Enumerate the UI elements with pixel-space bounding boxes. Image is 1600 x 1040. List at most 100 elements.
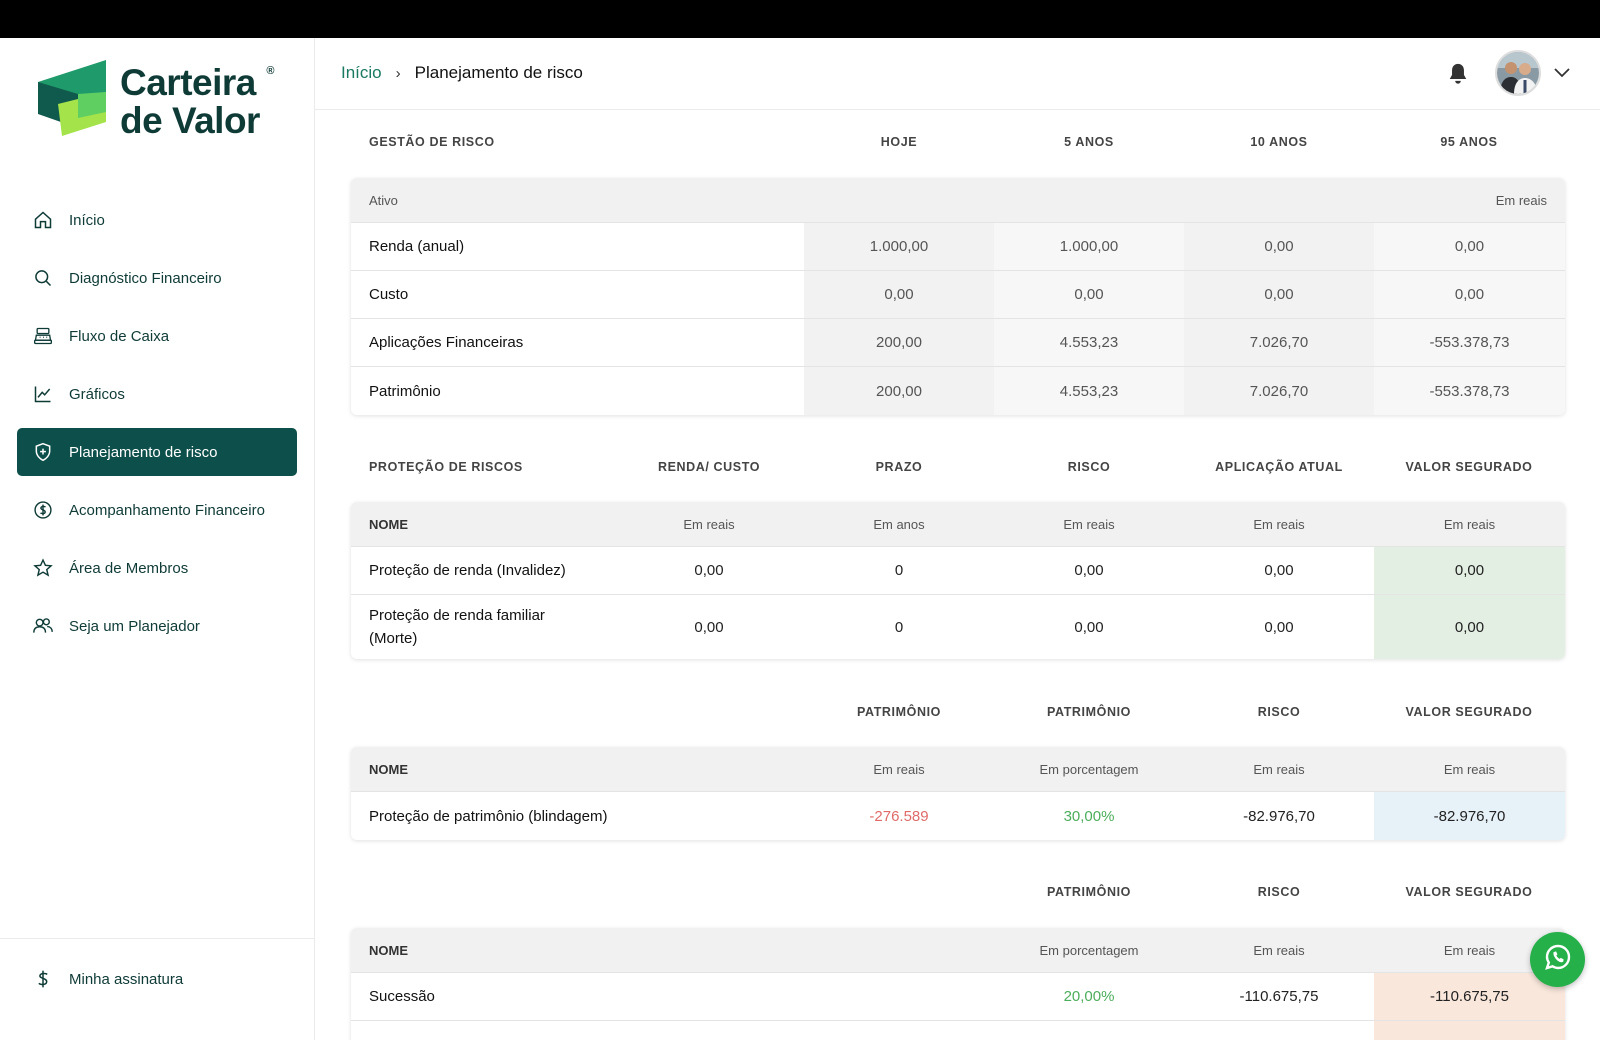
name-column-header: NOME xyxy=(369,761,408,777)
registered-mark: ® xyxy=(266,65,274,77)
table-row: Aplicações Financeiras 200,00 4.553,23 7… xyxy=(351,319,1565,367)
sidebar-item-label: Diagnóstico Financeiro xyxy=(69,269,222,287)
dollar-circle-icon xyxy=(32,499,54,521)
table-subheader: NOME Em porcentagem Em reais Em reais xyxy=(351,928,1565,973)
table-cell: 200,00 xyxy=(804,319,994,366)
column-header: PATRIMÔNIO xyxy=(856,705,941,719)
table-cell: 200,00 xyxy=(804,367,994,415)
column-header: RISCO xyxy=(1067,460,1111,474)
sidebar-item-inicio[interactable]: Início xyxy=(17,196,297,244)
star-icon xyxy=(32,557,54,579)
sidebar-item-assinatura[interactable]: Minha assinatura xyxy=(17,955,297,1003)
column-header: VALOR SEGURADO xyxy=(1405,885,1533,899)
brand-name: Carteira de Valor ® xyxy=(120,64,274,140)
column-header: APLICAÇÃO ATUAL xyxy=(1215,460,1343,474)
subheader-left: Ativo xyxy=(369,192,398,208)
column-header: VALOR SEGURADO xyxy=(1405,460,1533,474)
table-cell: 0,00 xyxy=(1264,562,1294,579)
row-label: Aplicações Financeiras xyxy=(369,334,524,351)
table-cell: 0,00 xyxy=(1374,271,1565,318)
insured-value-cell: 0,00 xyxy=(1374,547,1565,594)
users-icon xyxy=(32,615,54,637)
avatar[interactable] xyxy=(1495,50,1541,96)
breadcrumb-separator: › xyxy=(395,64,401,82)
blindagem-table: NOME Em reais Em porcentagem Em reais Em… xyxy=(351,747,1565,840)
insured-value-cell: 0,00 xyxy=(1374,595,1565,659)
bell-icon[interactable] xyxy=(1447,62,1469,91)
row-label: Patrimônio xyxy=(369,382,441,400)
whatsapp-icon xyxy=(1542,941,1574,978)
table-cell: 0 xyxy=(894,562,904,579)
column-header: HOJE xyxy=(880,135,918,149)
table-cell: 0,00 xyxy=(804,271,994,318)
table-subheader: Ativo Em reais xyxy=(351,178,1565,223)
row-label: Proteção de renda familiar (Morte) xyxy=(351,595,614,659)
sidebar-item-acompanhamento[interactable]: Acompanhamento Financeiro xyxy=(17,486,297,534)
unit-label: Em reais xyxy=(1063,516,1115,532)
insured-value-cell: -110.675,75 xyxy=(1374,973,1565,1020)
row-label: Sucessão xyxy=(369,988,435,1005)
table-cell: 7.026,70 xyxy=(1184,367,1374,415)
table-cell: -553.378,73 xyxy=(1374,367,1565,415)
sidebar: Carteira de Valor ® Início Diagnóstico F… xyxy=(0,38,315,1040)
insured-value-cell xyxy=(1374,1021,1565,1040)
table-cell: 4.553,23 xyxy=(994,319,1184,366)
sidebar-item-graficos[interactable]: Gráficos xyxy=(17,370,297,418)
top-black-bar xyxy=(0,0,1600,38)
unit-label: Em reais xyxy=(873,761,925,777)
protecao-section-header: PROTEÇÃO DE RISCOS RENDA/ CUSTO PRAZO RI… xyxy=(351,445,1565,489)
row-label: Custo xyxy=(369,286,409,303)
table-row: Custo 0,00 0,00 0,00 0,00 xyxy=(351,271,1565,319)
brand-logo[interactable]: Carteira de Valor ® xyxy=(38,60,278,140)
unit-label: Em porcentagem xyxy=(1039,942,1139,958)
table-cell: 7.026,70 xyxy=(1184,319,1374,366)
unit-label: Em reais xyxy=(1443,942,1496,958)
table-cell: -553.378,73 xyxy=(1374,319,1565,366)
sidebar-item-label: Planejamento de risco xyxy=(69,443,218,461)
dollar-icon xyxy=(32,968,54,990)
row-label-line-2: (Morte) xyxy=(369,630,418,647)
shield-plus-icon xyxy=(32,441,54,463)
unit-label: Em reais xyxy=(1253,761,1305,777)
sucessao-table: NOME Em porcentagem Em reais Em reais Su… xyxy=(351,928,1565,1040)
table-cell: -82.976,70 xyxy=(1243,807,1315,825)
table-subheader: NOME Em reais Em porcentagem Em reais Em… xyxy=(351,747,1565,792)
blindagem-section-header: PATRIMÔNIO PATRIMÔNIO RISCO VALOR SEGURA… xyxy=(351,690,1565,734)
gestao-table: Ativo Em reais Renda (anual) 1.000,00 1.… xyxy=(351,178,1565,415)
sidebar-item-fluxo[interactable]: Fluxo de Caixa xyxy=(17,312,297,360)
table-cell: 4.553,23 xyxy=(994,367,1184,415)
breadcrumb-home-link[interactable]: Início xyxy=(341,63,382,82)
sidebar-item-label: Área de Membros xyxy=(69,559,189,577)
row-label: Proteção de patrimônio (blindagem) xyxy=(369,807,608,825)
table-row: Patrimônio 200,00 4.553,23 7.026,70 -553… xyxy=(351,367,1565,415)
whatsapp-button[interactable] xyxy=(1530,932,1585,987)
sidebar-item-membros[interactable]: Área de Membros xyxy=(17,544,297,592)
logo-mark-icon xyxy=(38,60,106,136)
sidebar-item-diagnostico[interactable]: Diagnóstico Financeiro xyxy=(17,254,297,302)
table-cell: 1.000,00 xyxy=(994,223,1184,270)
unit-label: Em reais xyxy=(683,516,735,532)
unit-label: Em reais xyxy=(1443,516,1496,532)
protecao-table: NOME Em reais Em anos Em reais Em reais … xyxy=(351,502,1565,659)
column-header: RENDA/ CUSTO xyxy=(657,460,761,474)
table-cell: -110.675,75 xyxy=(1239,988,1319,1005)
column-header: RISCO xyxy=(1257,705,1301,719)
sidebar-item-planejador[interactable]: Seja um Planejador xyxy=(17,602,297,650)
row-label-line-1: Proteção de renda familiar xyxy=(369,607,545,624)
row-label: Renda (anual) xyxy=(369,238,465,255)
unit-label: Em anos xyxy=(873,516,925,532)
sidebar-bottom: Minha assinatura xyxy=(0,938,314,1019)
sidebar-item-label: Gráficos xyxy=(69,385,125,403)
sidebar-item-label: Acompanhamento Financeiro xyxy=(69,501,265,519)
breadcrumb: Início › Planejamento de risco xyxy=(341,63,583,83)
chevron-down-icon[interactable] xyxy=(1553,66,1571,84)
negative-value-cell: -276.589 xyxy=(869,807,929,825)
row-label: Proteção de renda (Invalidez) xyxy=(369,562,566,579)
insured-value-cell: -82.976,70 xyxy=(1374,792,1565,840)
sidebar-item-planejamento-risco[interactable]: Planejamento de risco xyxy=(17,428,297,476)
table-subheader: NOME Em reais Em anos Em reais Em reais … xyxy=(351,502,1565,547)
top-header: Início › Planejamento de risco xyxy=(315,38,1600,110)
unit-label: Em reais xyxy=(1443,761,1496,777)
unit-label: Em porcentagem xyxy=(1039,761,1139,777)
sidebar-item-label: Seja um Planejador xyxy=(69,617,200,635)
